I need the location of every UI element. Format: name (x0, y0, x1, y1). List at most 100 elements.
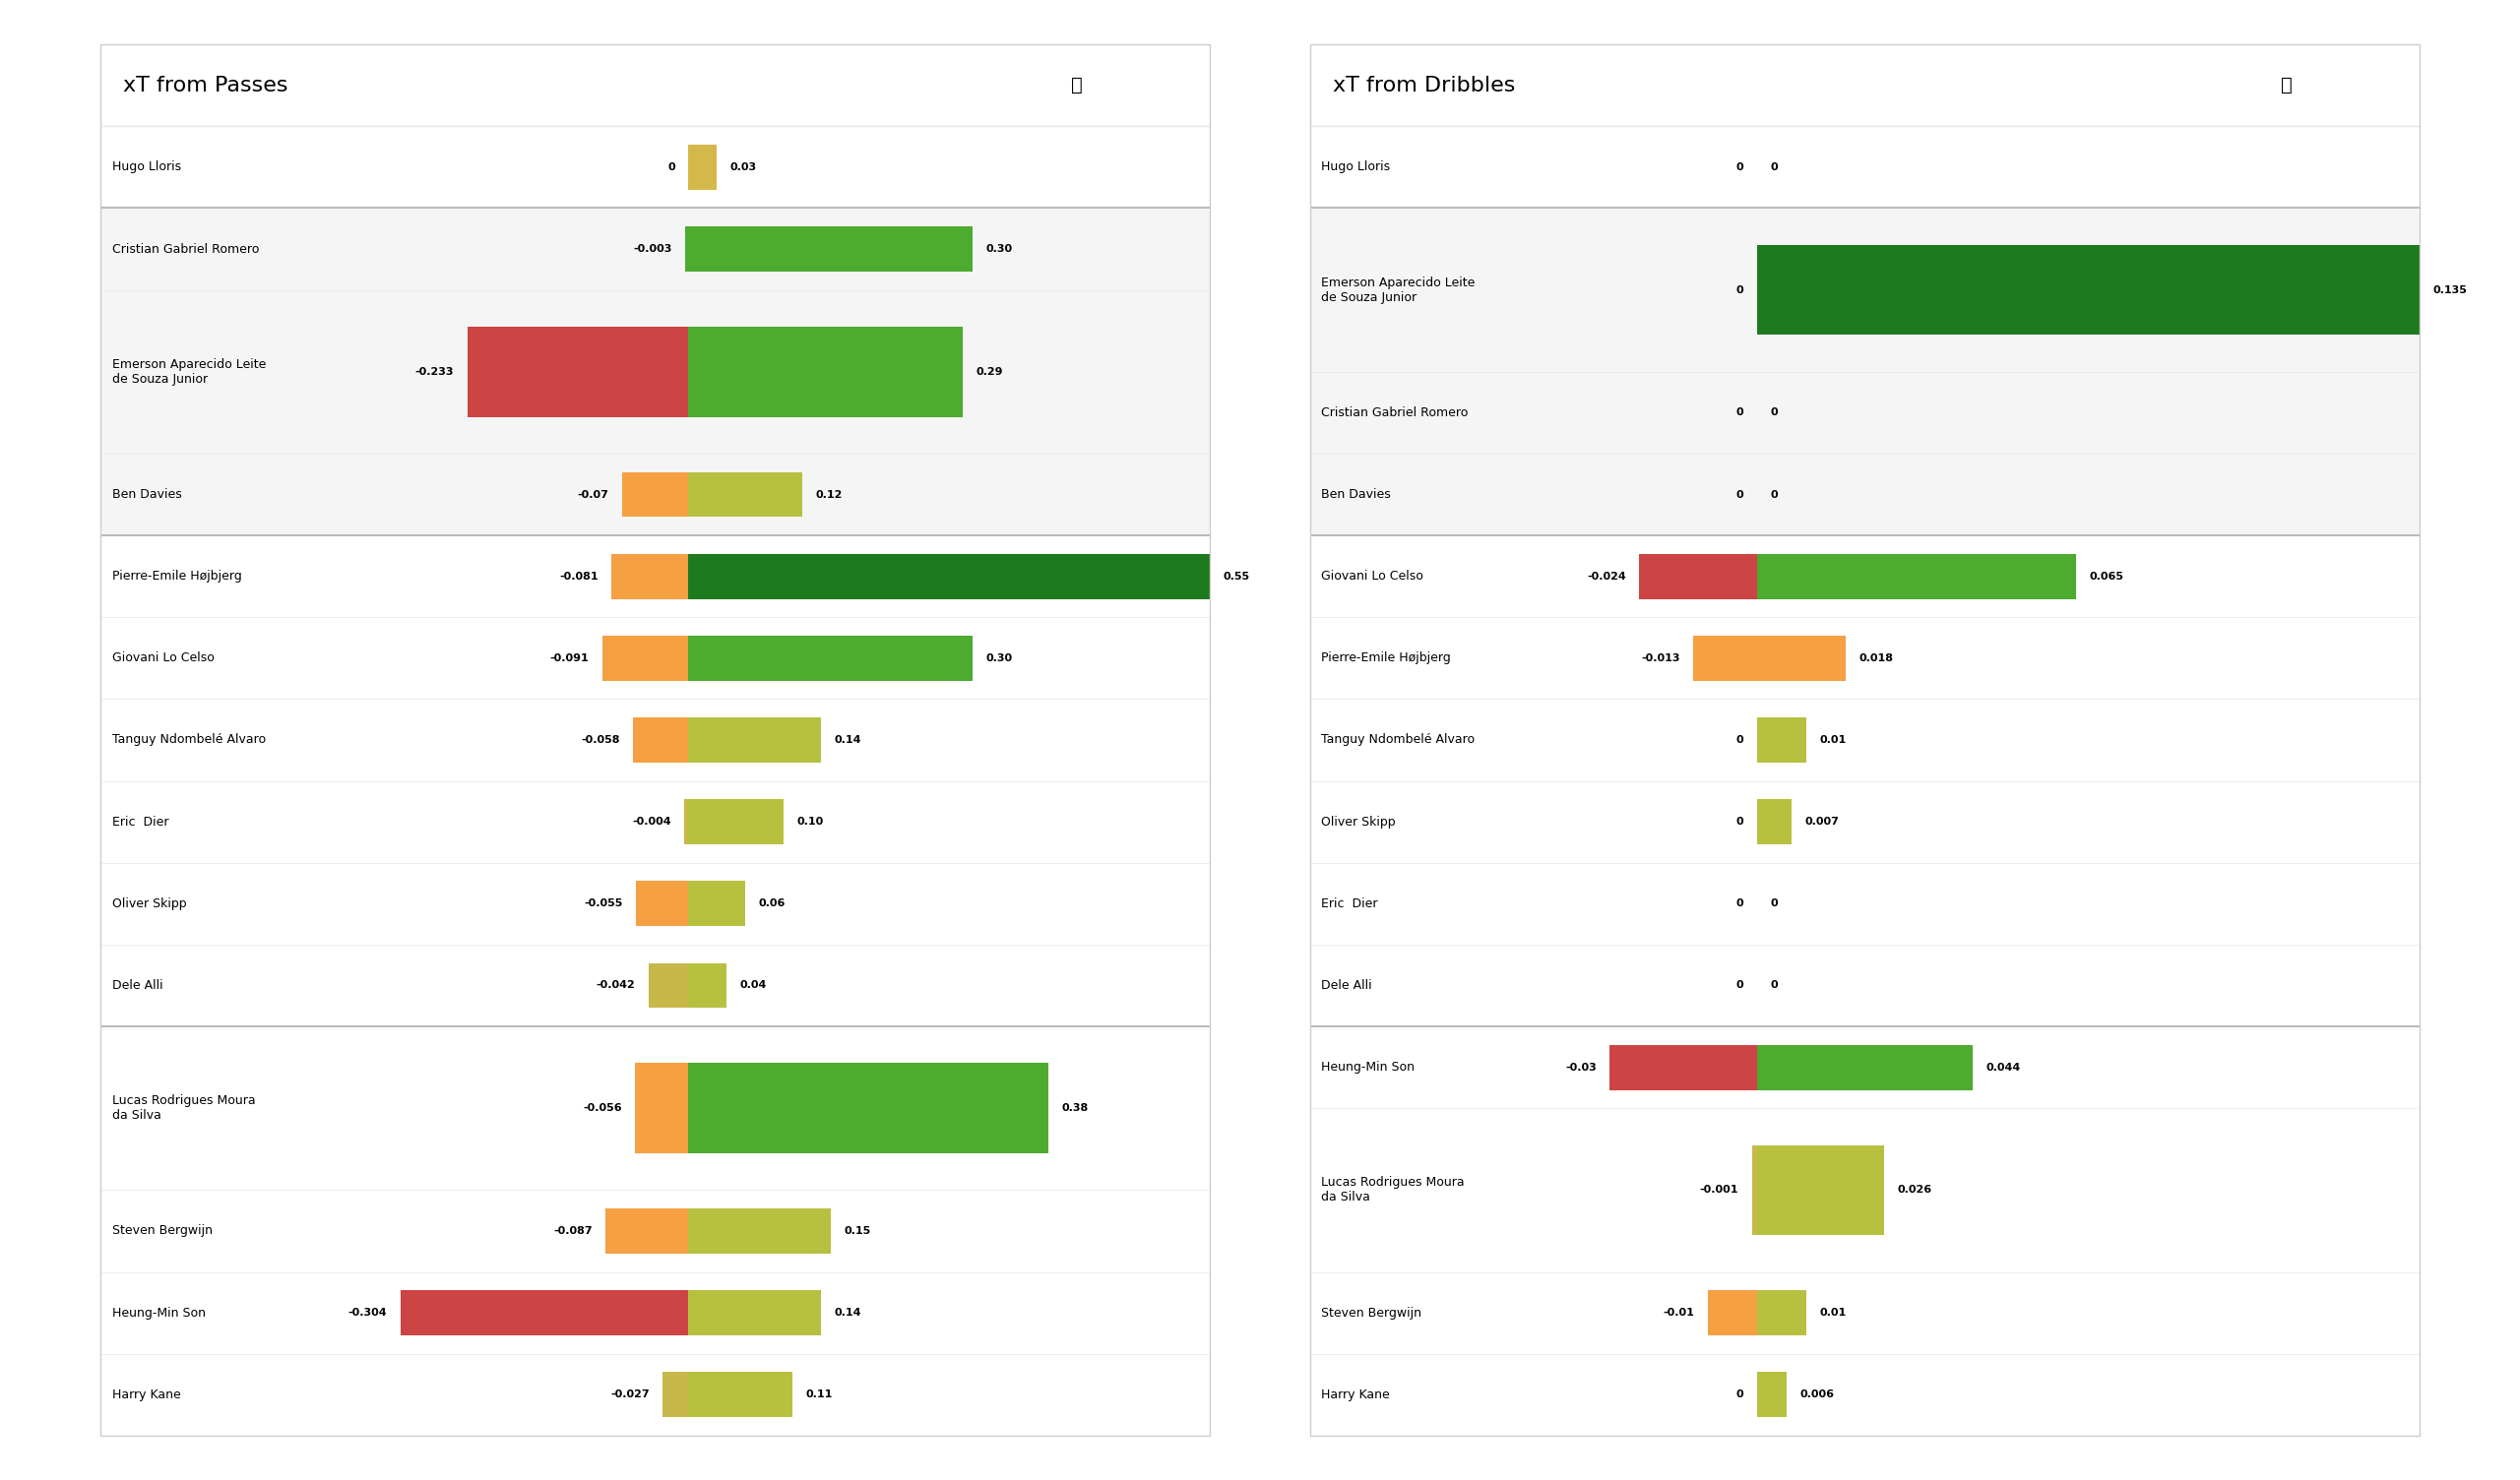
Bar (469, 327, 688, 417)
Bar (605, 1209, 688, 1254)
Bar (688, 1063, 1048, 1153)
Bar (648, 963, 688, 1008)
Text: 0.03: 0.03 (731, 163, 756, 172)
Text: -0.091: -0.091 (549, 653, 590, 663)
Bar (685, 226, 688, 271)
Text: 0.11: 0.11 (806, 1390, 832, 1400)
Bar (1610, 1045, 1756, 1089)
Text: 0.006: 0.006 (1799, 1390, 1835, 1400)
Text: 0.55: 0.55 (1222, 571, 1250, 582)
Text: 0: 0 (668, 163, 675, 172)
Bar (101, 44, 1210, 126)
Bar (688, 881, 746, 926)
Text: 0: 0 (1736, 407, 1744, 417)
Text: 0.29: 0.29 (975, 367, 1003, 377)
Text: 0: 0 (1736, 1390, 1744, 1400)
Text: -0.058: -0.058 (582, 736, 620, 744)
Bar (1310, 536, 2419, 1027)
Text: Pierre-Emile Højbjerg: Pierre-Emile Højbjerg (1320, 651, 1452, 665)
Bar (688, 226, 973, 271)
Bar (1709, 1291, 1756, 1335)
Bar (688, 327, 963, 417)
Text: 0.38: 0.38 (1061, 1103, 1089, 1113)
Text: Steven Bergwijn: Steven Bergwijn (1320, 1307, 1421, 1319)
Text: 0: 0 (1769, 981, 1777, 990)
Text: -0.03: -0.03 (1565, 1063, 1598, 1073)
Text: 0.007: 0.007 (1804, 817, 1840, 827)
Text: xT from Passes: xT from Passes (123, 75, 287, 95)
Bar (663, 1372, 688, 1418)
Bar (688, 554, 1210, 599)
Bar (635, 881, 688, 926)
Text: -0.07: -0.07 (577, 490, 610, 499)
Text: 0: 0 (1736, 981, 1744, 990)
Text: -0.013: -0.013 (1641, 653, 1681, 663)
Text: 0.026: 0.026 (1898, 1185, 1933, 1194)
Text: Tanguy Ndombelé Alvaro: Tanguy Ndombelé Alvaro (1320, 734, 1474, 746)
Text: -0.042: -0.042 (597, 981, 635, 990)
Text: 0: 0 (1769, 490, 1777, 499)
Text: Ben Davies: Ben Davies (1320, 488, 1391, 500)
Text: -0.004: -0.004 (633, 817, 670, 827)
Bar (1751, 1146, 1756, 1236)
Text: ⚽: ⚽ (1071, 75, 1081, 95)
Text: -0.055: -0.055 (585, 898, 622, 909)
Bar (1756, 1372, 1787, 1418)
Bar (685, 799, 688, 844)
Text: -0.01: -0.01 (1663, 1308, 1693, 1317)
Text: Emerson Aparecido Leite
de Souza Junior: Emerson Aparecido Leite de Souza Junior (111, 358, 265, 385)
Text: 0.018: 0.018 (1860, 653, 1893, 663)
Bar (1693, 636, 1756, 681)
Bar (622, 472, 688, 517)
Bar (1756, 799, 1792, 844)
Text: Harry Kane: Harry Kane (1320, 1388, 1391, 1402)
Bar (1756, 718, 1807, 762)
Text: Eric  Dier: Eric Dier (111, 815, 169, 829)
Bar (101, 1027, 1210, 1436)
Bar (101, 536, 1210, 1027)
Bar (1310, 209, 2419, 536)
Text: 0.14: 0.14 (834, 1308, 862, 1317)
Text: -0.024: -0.024 (1588, 571, 1625, 582)
Text: Tanguy Ndombelé Alvaro: Tanguy Ndombelé Alvaro (111, 734, 265, 746)
Text: Eric  Dier: Eric Dier (1320, 897, 1378, 910)
Bar (1756, 1146, 1885, 1236)
Bar (688, 1209, 832, 1254)
Text: xT from Dribbles: xT from Dribbles (1333, 75, 1515, 95)
Text: -0.304: -0.304 (348, 1308, 388, 1317)
Text: 0: 0 (1736, 163, 1744, 172)
Text: ⚽: ⚽ (2281, 75, 2291, 95)
Bar (688, 1372, 794, 1418)
Bar (1638, 554, 1756, 599)
Text: Pierre-Emile Højbjerg: Pierre-Emile Højbjerg (111, 570, 242, 583)
Text: -0.003: -0.003 (633, 244, 673, 255)
Bar (633, 718, 688, 762)
Text: -0.056: -0.056 (582, 1103, 622, 1113)
Text: 0.135: 0.135 (2432, 286, 2467, 295)
Text: 0.30: 0.30 (985, 244, 1013, 255)
Text: -0.233: -0.233 (416, 367, 454, 377)
Text: -0.087: -0.087 (554, 1225, 592, 1236)
Text: 0: 0 (1736, 817, 1744, 827)
Text: 0.15: 0.15 (844, 1225, 869, 1236)
Text: 0.04: 0.04 (738, 981, 766, 990)
Bar (1756, 636, 1845, 681)
Text: 0.065: 0.065 (2089, 571, 2124, 582)
Text: Hugo Lloris: Hugo Lloris (1320, 161, 1391, 173)
Bar (1310, 126, 2419, 209)
Text: 0: 0 (1769, 163, 1777, 172)
Bar (1756, 554, 2076, 599)
Text: Dele Alli: Dele Alli (1320, 980, 1373, 992)
Text: 0.30: 0.30 (985, 653, 1013, 663)
Bar (688, 1291, 822, 1335)
Text: 0.06: 0.06 (759, 898, 786, 909)
Text: 0.12: 0.12 (816, 490, 842, 499)
Bar (635, 1063, 688, 1153)
Bar (688, 145, 716, 189)
Bar (688, 799, 784, 844)
Text: Harry Kane: Harry Kane (111, 1388, 181, 1402)
Bar (1310, 44, 2419, 126)
Text: Ben Davies: Ben Davies (111, 488, 181, 500)
Bar (401, 1291, 688, 1335)
Bar (602, 636, 688, 681)
